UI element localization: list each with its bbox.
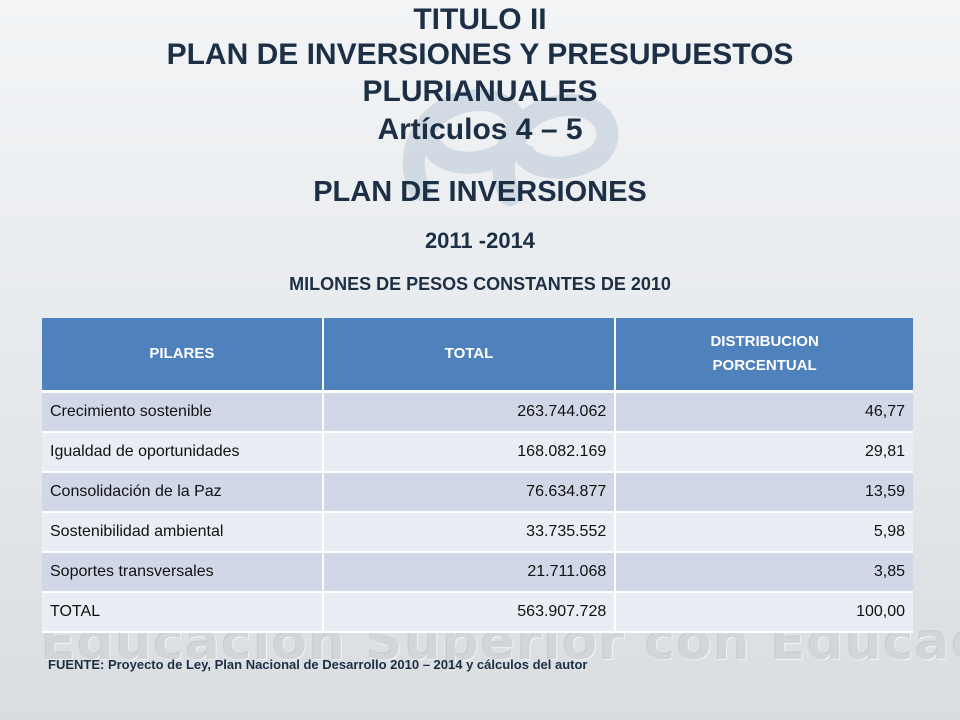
cell-total: 21.711.068 <box>322 552 617 593</box>
cell-total: 33.735.552 <box>322 512 617 553</box>
cell-pilar: Sostenibilidad ambiental <box>42 512 324 553</box>
cell-pct: 29,81 <box>615 432 913 473</box>
cell-total: 263.744.062 <box>322 391 617 433</box>
subtitle-period: 2011 -2014 <box>424 228 536 253</box>
cell-pilar: Igualdad de oportunidades <box>42 432 324 473</box>
cell-pct: 13,59 <box>615 472 913 513</box>
title-line-1: TITULO II <box>413 3 547 36</box>
header-total: TOTAL <box>322 318 617 393</box>
header-pilares: PILARES <box>42 318 324 393</box>
investment-table: PILARES TOTAL DISTRIBUCION PORCENTUAL Cr… <box>42 318 913 633</box>
header-distribucion-line1: DISTRIBUCION <box>710 333 819 350</box>
table-row: Crecimiento sostenible 263.744.062 46,77 <box>42 391 913 433</box>
slide-title: TITULO II PLAN DE INVERSIONES Y PRESUPUE… <box>0 4 960 150</box>
table-header-row: PILARES TOTAL DISTRIBUCION PORCENTUAL <box>42 318 913 393</box>
cell-pilar: Consolidación de la Paz <box>42 472 324 513</box>
cell-pct: 3,85 <box>615 552 913 593</box>
title-line-3: PLURIANUALES <box>362 75 598 108</box>
ee-logo-watermark <box>402 88 619 206</box>
cell-pilar: TOTAL <box>42 592 324 633</box>
header-distribucion-line2: PORCENTUAL <box>712 357 817 374</box>
header-distribucion: DISTRIBUCION PORCENTUAL <box>615 318 913 393</box>
table-row: Igualdad de oportunidades 168.082.169 29… <box>42 432 913 473</box>
cell-pct: 100,00 <box>615 592 913 633</box>
source-footnote: FUENTE: Proyecto de Ley, Plan Nacional d… <box>48 657 588 672</box>
cell-total: 168.082.169 <box>322 432 617 473</box>
table-row-total: TOTAL 563.907.728 100,00 <box>42 592 913 633</box>
subtitle-units: MILONES DE PESOS CONSTANTES DE 2010 <box>289 274 671 294</box>
table-row: Soportes transversales 21.711.068 3,85 <box>42 552 913 593</box>
title-line-4: Artículos 4 – 5 <box>377 113 583 146</box>
cell-pct: 5,98 <box>615 512 913 553</box>
subtitle-heading: PLAN DE INVERSIONES <box>313 176 647 208</box>
cell-pilar: Crecimiento sostenible <box>42 391 324 433</box>
cell-pilar: Soportes transversales <box>42 552 324 593</box>
title-line-2: PLAN DE INVERSIONES Y PRESUPUESTOS <box>166 38 794 71</box>
cell-pct: 46,77 <box>615 391 913 433</box>
table-row: Consolidación de la Paz 76.634.877 13,59 <box>42 472 913 513</box>
cell-total: 76.634.877 <box>322 472 617 513</box>
table-row: Sostenibilidad ambiental 33.735.552 5,98 <box>42 512 913 553</box>
cell-total: 563.907.728 <box>322 592 617 633</box>
